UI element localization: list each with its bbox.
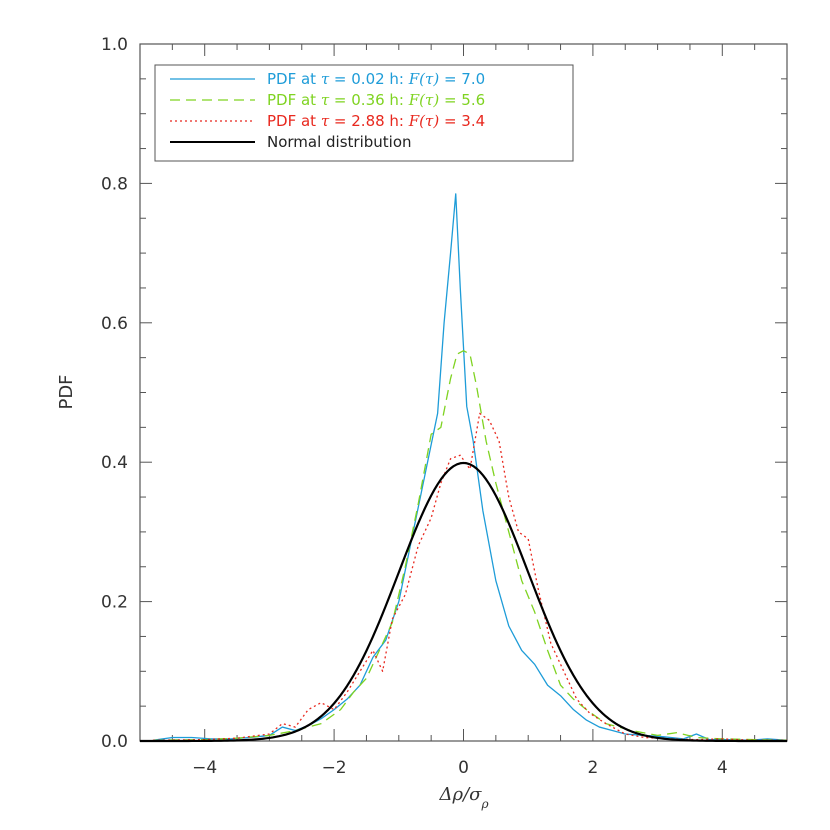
legend-text: = 5.6: [439, 91, 485, 109]
legend-label-4: Normal distribution: [267, 133, 412, 151]
legend-text: PDF at: [267, 70, 321, 88]
x-axis-label: Δρ/σρ: [439, 784, 489, 811]
series-line-4: [140, 461, 787, 743]
legend-text: PDF at: [267, 91, 321, 109]
y-tick-label: 0.0: [101, 732, 128, 752]
y-tick-label: 1.0: [101, 35, 128, 55]
axis-ticks: [139, 43, 788, 742]
legend-math: τ: [321, 112, 330, 130]
x-tick-label: −2: [322, 758, 347, 778]
x-tick-label: 2: [587, 758, 598, 778]
legend-math: F(τ): [408, 112, 440, 130]
tick-labels: −4 −2 0 2 4 0.0 0.2 0.4 0.6 0.8 1.0: [101, 35, 728, 778]
legend-text: = 3.4: [439, 112, 485, 130]
legend-math: τ: [321, 91, 330, 109]
legend-box: [154, 64, 574, 162]
legend-text: = 2.88 h:: [329, 112, 409, 130]
series-line-2: [152, 350, 788, 741]
legend-label-3: PDF at τ = 2.88 h: F(τ) = 3.4: [267, 112, 485, 130]
legend-label-1: PDF at τ = 0.02 h: F(τ) = 7.0: [267, 70, 485, 88]
legend-math: F(τ): [408, 70, 440, 88]
y-tick-label: 0.8: [101, 174, 128, 194]
x-axis-label-main: Δρ/σ: [439, 784, 483, 805]
legend-label-2: PDF at τ = 0.36 h: F(τ) = 5.6: [267, 91, 485, 109]
legend-text: PDF at: [267, 112, 321, 130]
series-lines: [140, 193, 788, 743]
legend-text: = 0.02 h:: [329, 70, 409, 88]
legend-math: F(τ): [408, 91, 440, 109]
y-tick-label: 0.2: [101, 593, 128, 613]
x-tick-label: 4: [717, 758, 728, 778]
y-tick-label: 0.6: [101, 314, 128, 334]
x-tick-label: 0: [458, 758, 469, 778]
y-tick-label: 0.4: [101, 453, 128, 473]
x-axis-label-subscript: ρ: [480, 797, 488, 811]
x-tick-label: −4: [192, 758, 217, 778]
legend-math: τ: [321, 70, 330, 88]
legend-text: = 7.0: [439, 70, 485, 88]
y-axis-label: PDF: [56, 374, 77, 409]
series-line-3: [152, 412, 787, 741]
legend-text: = 0.36 h:: [329, 91, 409, 109]
